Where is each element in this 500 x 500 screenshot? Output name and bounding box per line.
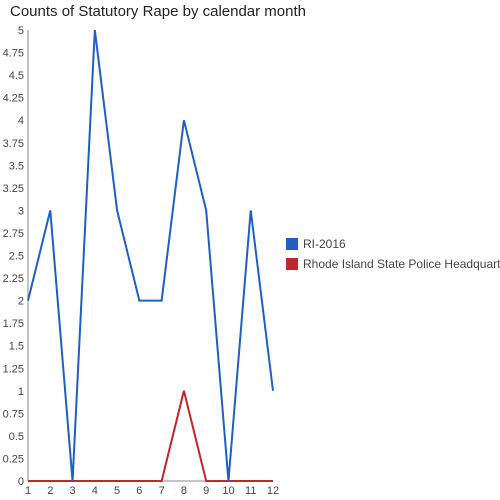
y-tick-label: 2.5 [9,251,24,263]
legend-label: Rhode Island State Police Headquarters [303,257,500,271]
y-tick-label: 1 [18,386,24,398]
x-tick-label: 5 [114,485,120,497]
y-tick-label: 4.25 [3,93,24,105]
y-tick-label: 1.25 [3,363,24,375]
y-tick-label: 1.5 [9,341,24,353]
y-tick-label: 3.75 [3,138,24,150]
x-tick-label: 3 [69,485,75,497]
y-tick-label: 0.25 [3,453,24,465]
series-line-ri-2016 [27,29,274,482]
x-tick-label: 9 [203,485,209,497]
y-tick-label: 2.75 [3,228,24,240]
y-tick-label: 3.25 [3,183,24,195]
legend-label: RI-2016 [303,237,346,251]
legend-swatch [286,258,298,270]
y-tick-label: 3 [18,205,24,217]
y-tick-label: 4 [18,115,24,127]
x-tick-label: 8 [181,485,187,497]
y-tick-label: 4.5 [9,70,24,82]
legend: RI-2016 Rhode Island State Police Headqua… [286,237,500,271]
y-tick-label: 2.25 [3,273,24,285]
axes [27,30,273,482]
x-tick-labels: 1 2 3 4 5 6 7 8 9 10 11 12 [25,485,279,497]
legend-swatch [286,238,298,250]
y-tick-label: 4.75 [3,48,24,60]
y-tick-labels: 0 0.25 0.5 0.75 1 1.25 1.5 1.75 2 2.25 2.5 2.75 3 3.2… [3,25,24,488]
y-tick-label: 2 [18,296,24,308]
y-tick-label: 0.5 [9,431,24,443]
y-tick-label: 1.75 [3,318,24,330]
chart-title: Counts of Statutory Rape by calendar mon… [10,3,307,20]
x-tick-label: 12 [267,485,279,497]
x-tick-label: 1 [25,485,31,497]
series-line-rhode-island-state-police-headquarters [28,390,273,482]
x-tick-label: 4 [92,485,98,497]
x-tick-label: 2 [47,485,53,497]
x-tick-label: 6 [136,485,142,497]
x-tick-label: 10 [222,485,234,497]
y-tick-label: 0.75 [3,408,24,420]
y-tick-label: 0 [18,476,24,488]
y-tick-label: 3.5 [9,160,24,172]
x-tick-label: 11 [245,485,256,497]
x-tick-label: 7 [159,485,165,497]
y-tick-label: 5 [18,25,24,37]
series-lines [27,29,274,482]
